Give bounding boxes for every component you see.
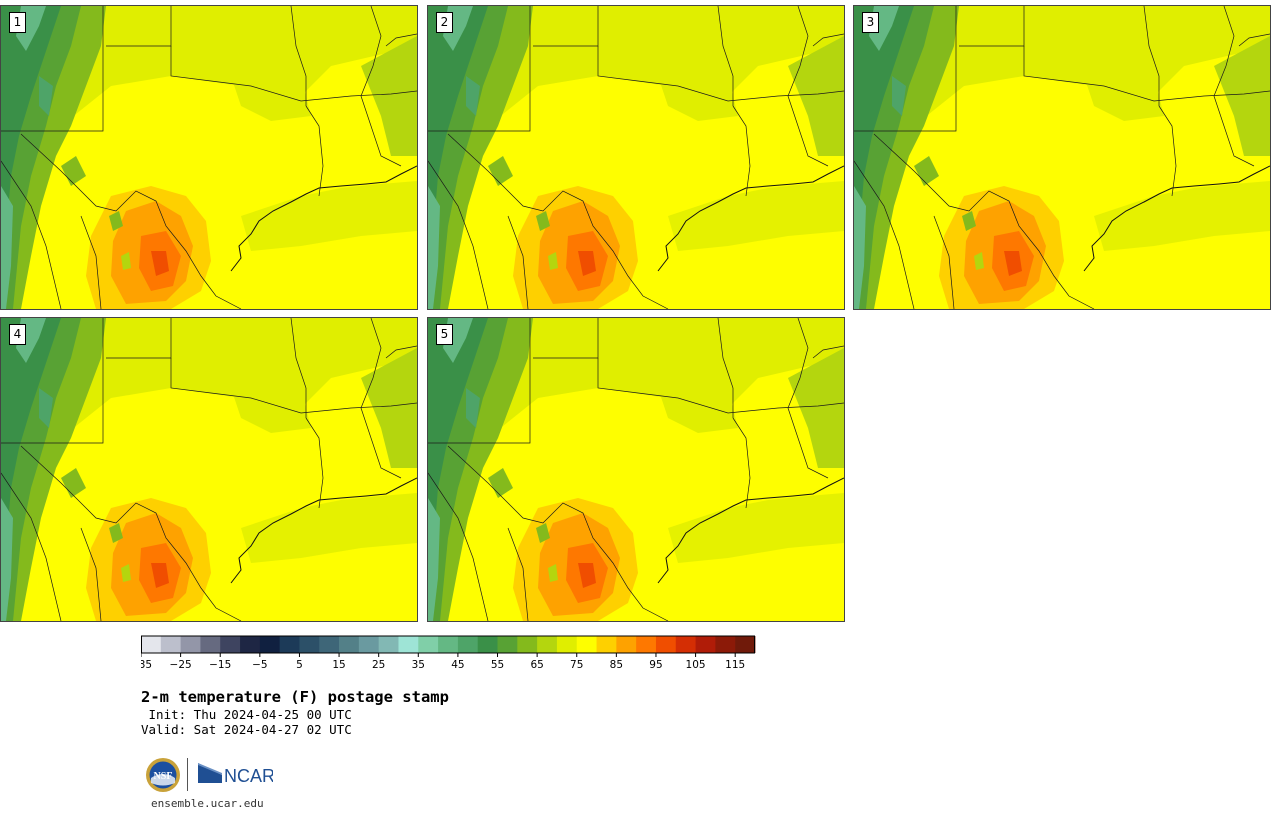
colorbar-tick-label: 105 xyxy=(686,659,706,671)
ensemble-member-panel: 4 xyxy=(0,317,418,622)
colorbar-swatch xyxy=(695,636,716,653)
colorbar-swatch xyxy=(259,636,281,653)
colorbar-swatch xyxy=(438,636,459,653)
member-label: 4 xyxy=(9,324,26,345)
colorbar-swatch xyxy=(319,636,340,653)
init-time: Init: Thu 2024-04-25 00 UTC xyxy=(141,707,352,722)
colorbar-swatch xyxy=(537,636,558,653)
temperature-map xyxy=(1,6,417,309)
member-label: 5 xyxy=(436,324,453,345)
colorbar-tick-label: 75 xyxy=(570,659,583,671)
member-label: 1 xyxy=(9,12,26,33)
colorbar-frame xyxy=(141,635,755,654)
ensemble-member-panel: 1 xyxy=(0,5,418,310)
colorbar-swatch xyxy=(576,636,597,653)
temperature-map xyxy=(1,318,417,621)
temperature-colorbar: −35 −25 −15 −5 5 15 25 35 45 55 65 75 85 95 105 115 xyxy=(141,635,756,671)
colorbar-swatch xyxy=(378,636,399,653)
colorbar-swatch xyxy=(279,636,300,653)
colorbar-swatch xyxy=(160,636,182,653)
colorbar-tick-label: 115 xyxy=(725,659,745,671)
colorbar-swatch xyxy=(517,636,538,653)
colorbar-tick-label: −25 xyxy=(170,659,192,671)
website-url: ensemble.ucar.edu xyxy=(151,797,264,810)
colorbar-swatch xyxy=(141,636,162,653)
colorbar-tick-label: 65 xyxy=(530,659,543,671)
colorbar-swatch xyxy=(220,636,241,653)
svg-text:NCAR: NCAR xyxy=(224,766,273,786)
colorbar-swatch xyxy=(180,636,201,653)
colorbar-tick-label: 55 xyxy=(491,659,504,671)
ensemble-member-panel: 5 xyxy=(427,317,845,622)
colorbar-swatch xyxy=(358,636,380,653)
colorbar-tick-label: 95 xyxy=(649,659,662,671)
ensemble-member-panel: 3 xyxy=(853,5,1271,310)
svg-text:NSF: NSF xyxy=(154,771,173,782)
colorbar-swatch xyxy=(497,636,518,653)
colorbar-swatch xyxy=(616,636,637,653)
colorbar-swatch xyxy=(655,636,677,653)
colorbar-swatch xyxy=(299,636,320,653)
member-label: 2 xyxy=(436,12,453,33)
colorbar-tick-label: 35 xyxy=(412,659,425,671)
colorbar-tick-label: 5 xyxy=(296,659,303,671)
colorbar-tick-label: 25 xyxy=(372,659,385,671)
colorbar-swatch xyxy=(715,636,736,653)
temperature-map xyxy=(428,318,844,621)
colorbar-swatch xyxy=(339,636,360,653)
colorbar-swatch xyxy=(200,636,221,653)
colorbar-swatch xyxy=(636,636,657,653)
temperature-map xyxy=(854,6,1270,309)
colorbar-swatch xyxy=(477,636,498,653)
colorbar-tick-label: 15 xyxy=(332,659,345,671)
colorbar-swatch xyxy=(675,636,696,653)
colorbar-swatch xyxy=(240,636,261,653)
ensemble-member-panel: 2 xyxy=(427,5,845,310)
colorbar-tick-label: −15 xyxy=(209,659,231,671)
colorbar-swatch xyxy=(418,636,439,653)
colorbar-swatch xyxy=(596,636,617,653)
colorbar-tick-label: 45 xyxy=(451,659,464,671)
colorbar-swatch xyxy=(735,636,756,653)
temperature-map xyxy=(428,6,844,309)
member-label: 3 xyxy=(862,12,879,33)
valid-time: Valid: Sat 2024-04-27 02 UTC xyxy=(141,722,352,737)
colorbar-swatch xyxy=(457,636,479,653)
colorbar-swatch xyxy=(398,636,419,653)
colorbar-tick-label: −5 xyxy=(252,659,267,671)
ncar-logo: NCAR xyxy=(198,763,273,786)
colorbar-tick-label: −35 xyxy=(141,659,152,671)
logo-divider xyxy=(187,758,188,791)
nsf-logo: NSF xyxy=(146,758,180,792)
chart-title: 2-m temperature (F) postage stamp xyxy=(141,688,449,706)
colorbar-tick-label: 85 xyxy=(610,659,623,671)
colorbar-swatch xyxy=(556,636,578,653)
